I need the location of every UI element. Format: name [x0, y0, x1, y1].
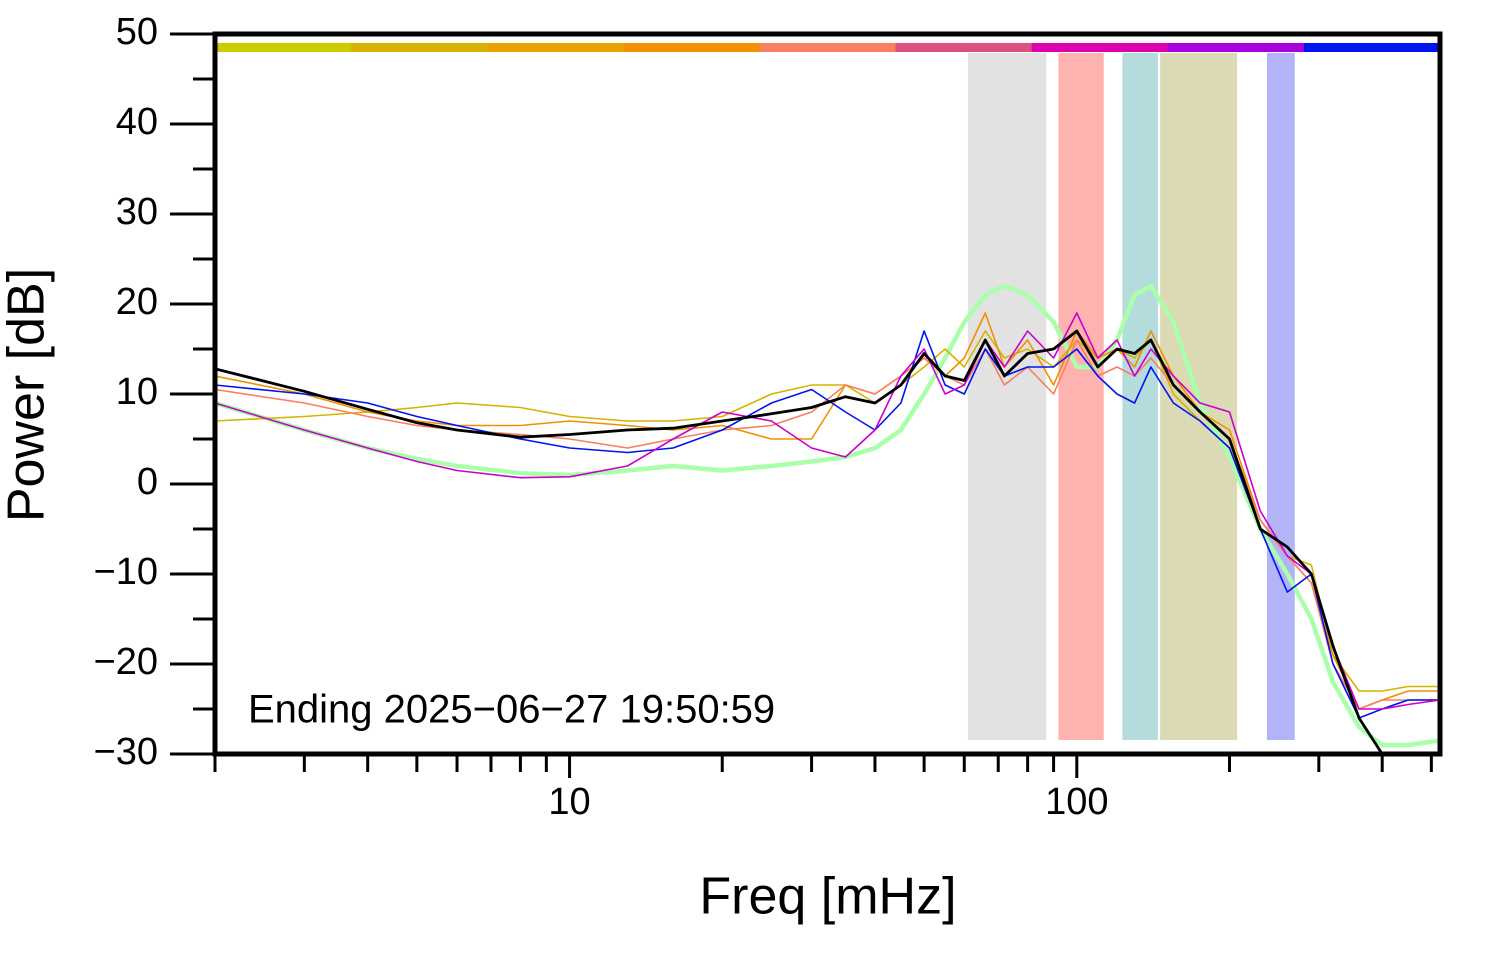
y-tick-label: 10: [116, 371, 158, 413]
series-line: [215, 330, 1440, 719]
time-bar-segment: [1167, 43, 1305, 52]
time-bar-segment: [759, 43, 897, 52]
band: [1058, 53, 1104, 740]
y-tick-label: −10: [94, 551, 158, 593]
time-bar-segment: [623, 43, 760, 52]
x-tick-label: 100: [1045, 781, 1108, 823]
y-tick-label: 50: [116, 11, 158, 53]
y-tick-label: 20: [116, 281, 158, 323]
time-bar-segment: [1303, 43, 1441, 52]
series-line: [215, 329, 1440, 754]
x-axis-label: Freq [mHz]: [699, 868, 956, 926]
time-bar-segment: [487, 43, 624, 52]
y-tick-label: 30: [116, 191, 158, 233]
time-bar-segment: [215, 43, 352, 52]
band: [1266, 53, 1295, 740]
y-tick-label: −20: [94, 641, 158, 683]
band: [1122, 53, 1158, 740]
x-tick-label: 10: [548, 781, 590, 823]
annotation: Ending 2025−06−27 19:50:59: [248, 688, 775, 732]
y-tick-label: 0: [137, 461, 158, 503]
y-axis-label: Power [dB]: [0, 268, 56, 522]
lines: [215, 283, 1440, 754]
band: [967, 53, 1047, 740]
axes: −30 −20 −10 0 10 20 30 40 50 10 100: [94, 11, 1433, 823]
time-bar-segment: [1031, 43, 1169, 52]
y-tick-label: 40: [116, 101, 158, 143]
time-bar-segment: [895, 43, 1033, 52]
plot-frame: [212, 31, 1443, 757]
y-tick-label: −30: [94, 731, 158, 773]
time-bar-segment: [351, 43, 488, 52]
series-line: [215, 312, 1440, 710]
bands: [215, 43, 1441, 740]
